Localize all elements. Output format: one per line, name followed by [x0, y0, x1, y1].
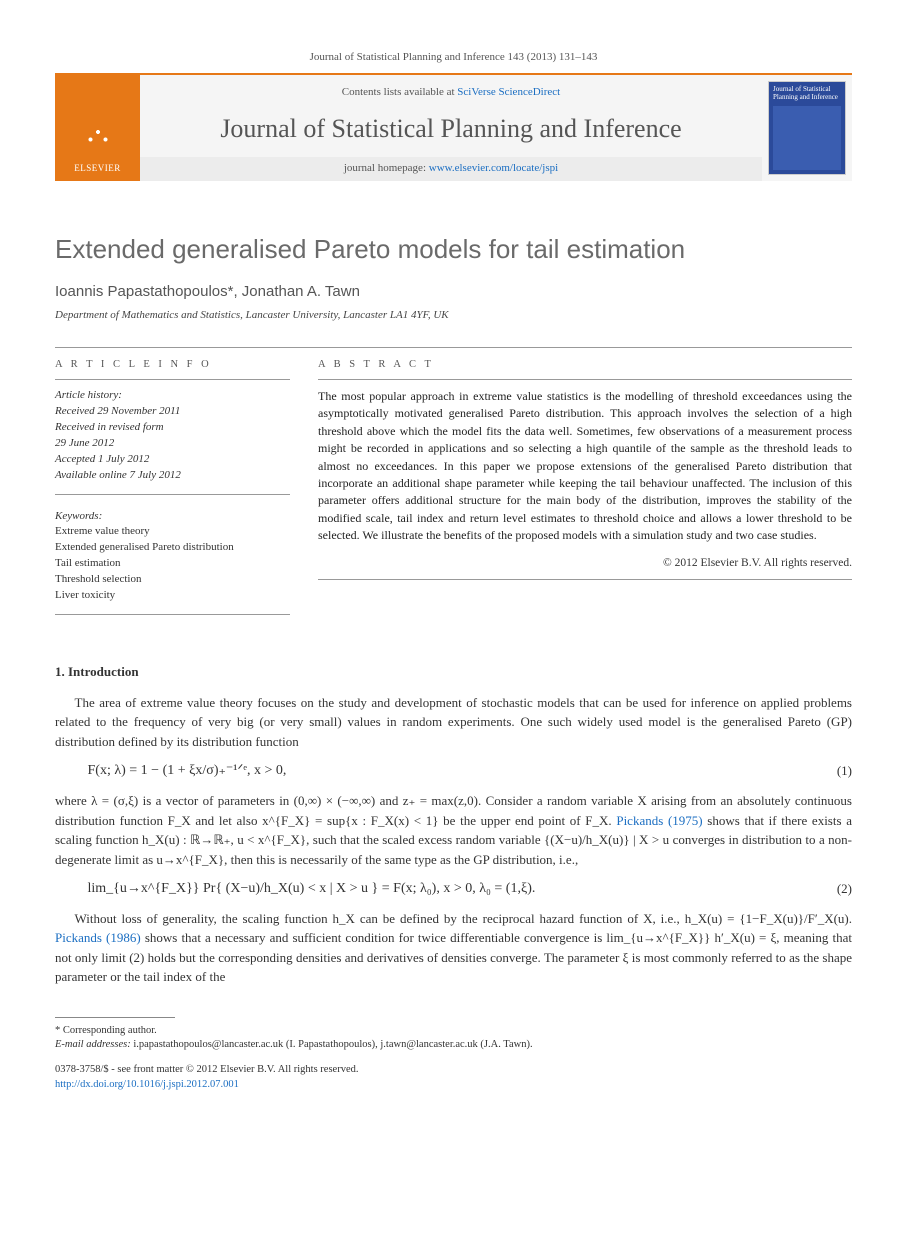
emails-label: E-mail addresses:	[55, 1039, 131, 1050]
header-middle: Contents lists available at SciVerse Sci…	[140, 75, 762, 180]
keyword-item: Liver toxicity	[55, 588, 290, 604]
issn-block: 0378-3758/$ - see front matter © 2012 El…	[55, 1063, 852, 1092]
equation-1-math: F(x; λ) = 1 − (1 + ξx/σ)₊⁻¹ᐟᵉ, x > 0,	[88, 761, 837, 781]
homepage-prefix: journal homepage:	[344, 162, 429, 174]
divider	[55, 494, 290, 495]
citation-link-pickands-1986[interactable]: Pickands (1986)	[55, 930, 141, 945]
equation-2: lim_{u→x^{F_X}} Pr{ (X−u)/h_X(u) < x | X…	[88, 879, 853, 899]
authors: Ioannis Papastathopoulos*, Jonathan A. T…	[55, 281, 852, 302]
article-history: Article history: Received 29 November 20…	[55, 388, 290, 484]
article-info-heading: A R T I C L E I N F O	[55, 358, 290, 373]
contents-prefix: Contents lists available at	[342, 86, 457, 98]
homepage-link[interactable]: www.elsevier.com/locate/jspi	[429, 162, 558, 174]
article-title: Extended generalised Pareto models for t…	[55, 231, 852, 267]
doi-link[interactable]: http://dx.doi.org/10.1016/j.jspi.2012.07…	[55, 1079, 239, 1090]
abstract-col: A B S T R A C T The most popular approac…	[318, 358, 852, 622]
history-accepted: Accepted 1 July 2012	[55, 452, 290, 468]
emails-text: i.papastathopoulos@lancaster.ac.uk (I. P…	[131, 1039, 533, 1050]
divider	[55, 347, 852, 348]
copyright-line: © 2012 Elsevier B.V. All rights reserved…	[318, 555, 852, 571]
abstract-heading: A B S T R A C T	[318, 358, 852, 373]
divider	[55, 379, 290, 380]
keyword-item: Extended generalised Pareto distribution	[55, 540, 290, 556]
journal-header: ELSEVIER Contents lists available at Sci…	[55, 73, 852, 180]
sciencedirect-link[interactable]: SciVerse ScienceDirect	[457, 86, 560, 98]
issn-line: 0378-3758/$ - see front matter © 2012 El…	[55, 1063, 852, 1078]
para3-b: shows that a necessary and sufficient co…	[55, 930, 852, 984]
abstract-text: The most popular approach in extreme val…	[318, 388, 852, 545]
section-1-title: 1. Introduction	[55, 663, 852, 681]
journal-name: Journal of Statistical Planning and Infe…	[154, 111, 748, 147]
history-heading: Article history:	[55, 388, 290, 404]
keywords-heading: Keywords:	[55, 509, 290, 524]
citation-link-pickands-1975[interactable]: Pickands (1975)	[616, 813, 702, 828]
keyword-item: Tail estimation	[55, 556, 290, 572]
corresponding-author: * Corresponding author.	[55, 1024, 852, 1039]
divider	[318, 379, 852, 380]
history-revised-line2: 29 June 2012	[55, 436, 290, 452]
equation-2-math: lim_{u→x^{F_X}} Pr{ (X−u)/h_X(u) < x | X…	[88, 879, 837, 899]
paragraph-3: Without loss of generality, the scaling …	[55, 909, 852, 987]
history-online: Available online 7 July 2012	[55, 468, 290, 484]
citation-line: Journal of Statistical Planning and Infe…	[55, 50, 852, 65]
contents-line: Contents lists available at SciVerse Sci…	[154, 85, 748, 100]
publisher-name: ELSEVIER	[74, 162, 121, 175]
cover-title: Journal of Statistical Planning and Infe…	[773, 86, 841, 101]
journal-cover-thumb: Journal of Statistical Planning and Infe…	[768, 81, 846, 174]
email-addresses: E-mail addresses: i.papastathopoulos@lan…	[55, 1038, 852, 1053]
equation-1-number: (1)	[837, 762, 852, 780]
article-info-col: A R T I C L E I N F O Article history: R…	[55, 358, 290, 622]
footnote-divider	[55, 1017, 175, 1018]
divider	[55, 614, 290, 615]
history-revised-line1: Received in revised form	[55, 420, 290, 436]
paragraph-1: The area of extreme value theory focuses…	[55, 693, 852, 752]
homepage-line: journal homepage: www.elsevier.com/locat…	[140, 157, 762, 180]
keyword-item: Threshold selection	[55, 572, 290, 588]
para3-a: Without loss of generality, the scaling …	[75, 911, 853, 926]
history-received: Received 29 November 2011	[55, 404, 290, 420]
elsevier-tree-icon	[73, 112, 123, 162]
paragraph-2: where λ = (σ,ξ) is a vector of parameter…	[55, 791, 852, 869]
equation-2-number: (2)	[837, 880, 852, 898]
keyword-item: Extreme value theory	[55, 524, 290, 540]
equation-1: F(x; λ) = 1 − (1 + ξx/σ)₊⁻¹ᐟᵉ, x > 0, (1…	[88, 761, 853, 781]
publisher-logo: ELSEVIER	[55, 75, 140, 180]
affiliation: Department of Mathematics and Statistics…	[55, 308, 852, 323]
divider	[318, 579, 852, 580]
info-abstract-row: A R T I C L E I N F O Article history: R…	[55, 358, 852, 622]
cover-body	[773, 106, 841, 170]
